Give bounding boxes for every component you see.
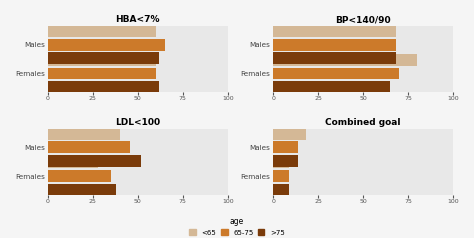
Bar <box>48 157 98 169</box>
Bar <box>48 53 159 64</box>
Bar <box>273 157 289 169</box>
Bar <box>273 81 390 93</box>
Title: Combined goal: Combined goal <box>326 118 401 127</box>
Bar <box>48 141 130 153</box>
Bar <box>48 25 155 37</box>
Bar <box>273 184 289 196</box>
Bar <box>48 170 110 182</box>
Bar <box>273 170 289 182</box>
Bar <box>48 128 119 139</box>
Title: LDL<100: LDL<100 <box>115 118 160 127</box>
Bar <box>273 39 396 50</box>
Bar <box>48 155 141 167</box>
Bar <box>273 68 399 79</box>
Bar <box>273 25 396 37</box>
Bar <box>273 141 298 153</box>
Title: BP<140/90: BP<140/90 <box>335 15 391 24</box>
Bar <box>273 53 396 64</box>
Legend: <65, 65-75, >75: <65, 65-75, >75 <box>188 215 286 237</box>
Bar <box>273 54 417 66</box>
Bar <box>48 68 155 79</box>
Bar <box>273 128 306 139</box>
Bar <box>48 81 159 93</box>
Bar <box>48 54 155 66</box>
Bar <box>48 184 116 196</box>
Bar <box>273 155 298 167</box>
Title: HBA<7%: HBA<7% <box>116 15 160 24</box>
Bar <box>48 39 164 50</box>
